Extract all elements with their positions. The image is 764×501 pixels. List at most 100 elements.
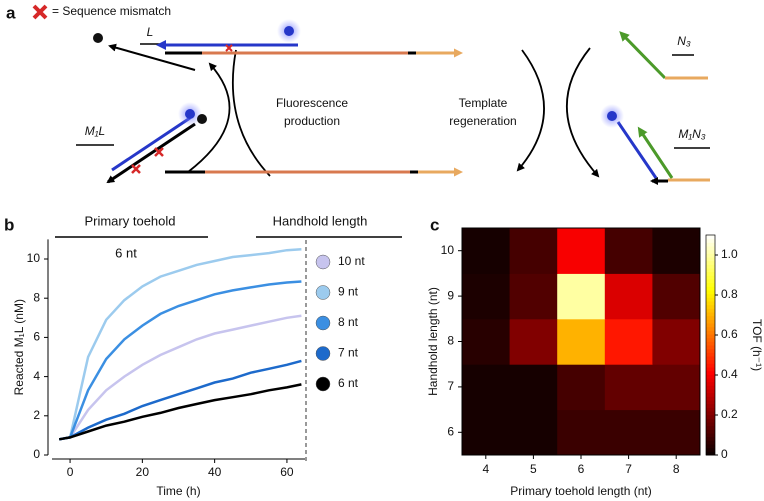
legend-label: 9 nt xyxy=(338,285,359,299)
heatmap-cell xyxy=(652,228,701,274)
colorbar-frame xyxy=(705,234,716,456)
colorbar-segment xyxy=(706,414,715,419)
colorbar-tick-label: 0 xyxy=(721,447,728,461)
series-line xyxy=(58,359,302,441)
legend-marker xyxy=(315,254,331,270)
colorbar-segment xyxy=(706,293,715,298)
series-line xyxy=(58,280,302,441)
colorbar-segment xyxy=(706,238,715,243)
colorbar-segment xyxy=(706,440,715,445)
reaction-arrow xyxy=(187,62,231,173)
colorbar-tick-label: 0.6 xyxy=(721,327,738,341)
strand xyxy=(616,121,658,179)
colorbar-segment xyxy=(706,308,715,313)
heatmap-cell xyxy=(557,409,606,456)
colorbar-segment xyxy=(706,286,715,291)
legend-marker xyxy=(315,315,331,331)
heatmap-cell xyxy=(652,318,701,365)
colorbar-segment xyxy=(706,356,715,361)
colorbar-segment xyxy=(706,290,715,295)
colorbar-segment xyxy=(706,323,715,328)
colorbar-segment xyxy=(706,363,715,368)
colorbar-segment xyxy=(706,422,715,427)
legend-text: = Sequence mismatch xyxy=(52,4,171,18)
colorbar-segment xyxy=(706,451,715,456)
colorbar-segment xyxy=(706,378,715,383)
x-tick-label: 0 xyxy=(67,465,74,479)
colorbar-segment xyxy=(706,304,715,309)
heatmap-cell xyxy=(462,273,511,320)
colorbar-segment xyxy=(706,268,715,273)
heatmap-cell xyxy=(509,273,558,320)
panel-a: a = Sequence mismatch L M₁L Fluore xyxy=(6,3,710,185)
colorbar-segment xyxy=(706,297,715,302)
colorbar-segment xyxy=(706,447,715,452)
heatmap-cell xyxy=(462,364,511,411)
panel-label: b xyxy=(4,215,14,234)
quencher xyxy=(197,114,207,124)
colorbar-segment xyxy=(706,341,715,346)
colorbar-segment xyxy=(706,392,715,397)
colorbar-segment xyxy=(706,337,715,342)
colorbar-segment xyxy=(706,400,715,405)
y-tick-label: 8 xyxy=(447,334,454,348)
colorbar-segment xyxy=(706,385,715,390)
y-tick-label: 6 xyxy=(447,424,454,438)
heatmap-cell xyxy=(557,228,606,274)
panel-label: a xyxy=(6,3,16,22)
y-tick-label: 0 xyxy=(33,447,40,461)
colorbar-segment xyxy=(706,282,715,287)
colorbar-segment xyxy=(706,367,715,372)
colorbar-segment xyxy=(706,407,715,412)
heatmap-cell xyxy=(509,228,558,274)
strand xyxy=(637,126,674,179)
colorbar-segment xyxy=(706,249,715,254)
colorbar-segment xyxy=(706,334,715,339)
legend-marker xyxy=(315,376,331,392)
colorbar-tick-label: 0.2 xyxy=(721,407,738,421)
series-line xyxy=(58,247,302,441)
step-label: regeneration xyxy=(449,114,516,128)
colorbar-segment xyxy=(706,253,715,258)
y-tick-label: 10 xyxy=(441,243,455,257)
legend-label: 8 nt xyxy=(338,315,359,329)
heatmap-cell xyxy=(652,364,701,411)
heatmap-cell xyxy=(604,273,653,320)
heatmap-cell xyxy=(604,318,653,365)
series-line xyxy=(58,314,302,441)
step-label: Template xyxy=(459,96,508,110)
x-tick-label: 8 xyxy=(673,462,680,476)
y-tick-label: 6 xyxy=(33,330,40,344)
fluorophore xyxy=(607,111,617,121)
colorbar-segment xyxy=(706,403,715,408)
panel-label: c xyxy=(430,215,439,234)
strand xyxy=(108,43,196,71)
reaction-arrow xyxy=(516,49,545,172)
colorbar-segment xyxy=(706,271,715,276)
heatmap-cell xyxy=(604,409,653,456)
y-axis-label: Reacted M₁L (nM) xyxy=(12,299,26,395)
colorbar-segment xyxy=(706,418,715,423)
legend-label: 10 nt xyxy=(338,254,365,268)
colorbar-segment xyxy=(706,444,715,449)
y-tick-label: 2 xyxy=(33,408,40,422)
label: N₃ xyxy=(677,34,691,48)
heatmap-cell xyxy=(557,318,606,365)
mismatch xyxy=(225,44,233,52)
colorbar-segment xyxy=(706,242,715,247)
colorbar-segment xyxy=(706,315,715,320)
x-tick-label: 40 xyxy=(208,465,222,479)
colorbar-segment xyxy=(706,433,715,438)
colorbar-segment xyxy=(706,257,715,262)
fluorophore xyxy=(284,26,294,36)
colorbar-segment xyxy=(706,330,715,335)
step-label: production xyxy=(284,114,340,128)
y-tick-label: 10 xyxy=(27,251,41,265)
colorbar-tick-label: 1.0 xyxy=(721,247,738,261)
heatmap-cell xyxy=(557,273,606,320)
colorbar-segment xyxy=(706,381,715,386)
heatmap-cell xyxy=(652,409,701,456)
colorbar-segment xyxy=(706,436,715,441)
strand xyxy=(111,116,191,172)
reaction-arc xyxy=(231,49,271,177)
